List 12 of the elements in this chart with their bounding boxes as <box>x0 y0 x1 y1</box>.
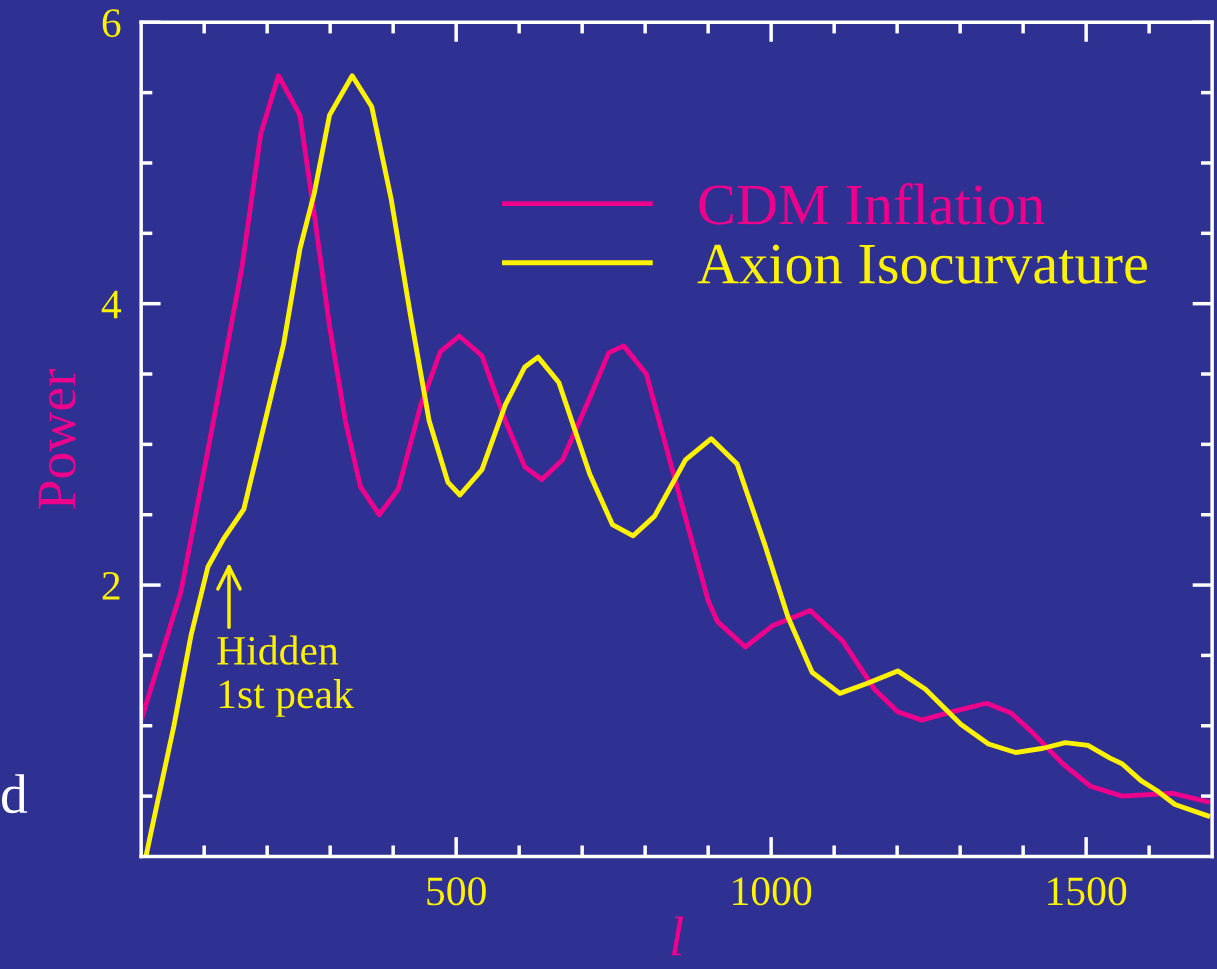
x-tick-label: 1500 <box>1048 877 1127 906</box>
annotation: Hidden 1st peak <box>217 635 354 717</box>
x-tick-label: 500 <box>427 877 486 906</box>
x-tick-label: 1000 <box>733 877 812 906</box>
y-tick-label: 6 <box>102 9 121 38</box>
y-tick-label: 2 <box>102 571 120 600</box>
x-axis-title: l <box>671 916 684 956</box>
y-axis-title: Power <box>38 368 76 509</box>
legend-label: CDM Inflation <box>699 183 1045 225</box>
y-tick-label: 4 <box>101 290 122 319</box>
text: d <box>2 774 28 814</box>
legend-label: Axion Isocurvature <box>697 244 1147 284</box>
